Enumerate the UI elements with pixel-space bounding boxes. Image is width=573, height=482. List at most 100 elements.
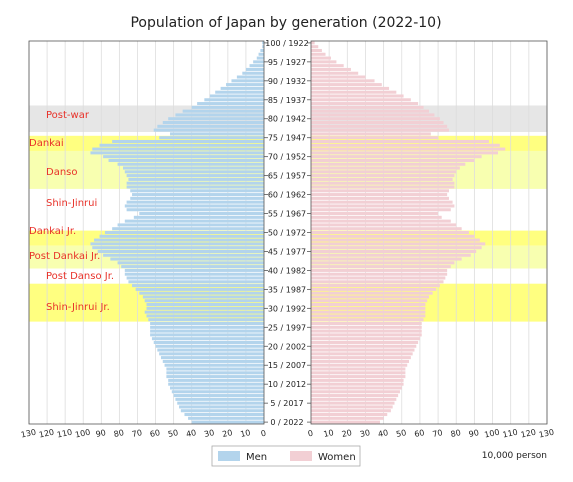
bar-women <box>311 196 449 200</box>
bar-women <box>311 287 437 291</box>
bar-men <box>258 52 264 56</box>
x-tick-label-right: 40 <box>377 428 389 439</box>
bar-women <box>311 257 462 261</box>
bar-women <box>311 212 439 216</box>
bar-women <box>311 193 448 197</box>
generation-label: Dankai <box>29 138 64 149</box>
x-tick-label-left: 20 <box>221 428 233 439</box>
bar-men <box>132 193 264 197</box>
x-tick-label-left: 0 <box>260 429 267 439</box>
bar-women <box>311 371 406 375</box>
bar-women <box>311 375 406 379</box>
bar-women <box>311 295 429 299</box>
x-tick-label-left: 130 <box>20 428 37 440</box>
bar-women <box>311 310 426 314</box>
chart-title: Population of Japan by generation (2022-… <box>130 15 441 31</box>
generation-label: Post-war <box>46 110 90 121</box>
bar-men <box>139 212 264 216</box>
bar-women <box>311 143 500 147</box>
bar-men <box>99 143 264 147</box>
bar-women <box>311 265 451 269</box>
bar-men <box>124 272 264 276</box>
bar-men <box>90 151 264 155</box>
x-tick-label-right: 110 <box>502 428 519 440</box>
bar-men <box>151 337 264 341</box>
bar-women <box>311 413 388 417</box>
age-year-label: 10 / 2012 <box>268 380 306 389</box>
bar-men <box>148 318 264 322</box>
x-tick-label-left: 110 <box>56 428 73 440</box>
bar-women <box>311 261 455 265</box>
bar-men <box>117 162 264 166</box>
bar-women <box>311 303 426 307</box>
bar-women <box>311 41 315 45</box>
bar-men <box>153 340 264 344</box>
x-tick-label-right: 130 <box>538 428 555 440</box>
bar-men <box>166 375 264 379</box>
age-year-label: 75 / 1947 <box>268 134 306 143</box>
x-tick-label-right: 30 <box>359 428 371 439</box>
age-year-label: 20 / 2002 <box>268 342 306 351</box>
bar-women <box>311 314 426 318</box>
bar-women <box>311 227 462 231</box>
bar-women <box>311 48 322 52</box>
bar-women <box>311 102 419 106</box>
bar-men <box>231 79 264 83</box>
x-tick-label-right: 70 <box>432 428 444 439</box>
bar-men <box>124 170 264 174</box>
age-year-label: 90 / 1932 <box>268 77 306 86</box>
bar-men <box>162 121 264 125</box>
bar-women <box>311 356 411 360</box>
bar-men <box>144 299 264 303</box>
bar-men <box>121 265 264 269</box>
bar-men <box>226 83 264 87</box>
bar-men <box>126 181 264 185</box>
bar-men <box>126 185 264 189</box>
age-year-label: 30 / 1992 <box>268 304 306 313</box>
bar-women <box>311 405 393 409</box>
bar-women <box>311 155 482 159</box>
bar-women <box>311 280 444 284</box>
bar-men <box>117 261 264 265</box>
bar-women <box>311 181 455 185</box>
age-year-label: 80 / 1942 <box>268 115 306 124</box>
bar-men <box>97 249 264 253</box>
generation-label: Post Dankai Jr. <box>29 251 100 262</box>
bar-men <box>90 242 264 246</box>
generation-label: Dankai Jr. <box>29 226 76 237</box>
bar-men <box>104 230 264 235</box>
bar-men <box>123 166 264 170</box>
bar-men <box>173 394 264 398</box>
generation-band-right <box>311 135 547 151</box>
bar-women <box>311 337 420 341</box>
bar-women <box>311 208 451 212</box>
bar-women <box>311 90 397 94</box>
bar-men <box>126 174 264 178</box>
generation-band-left <box>29 230 264 246</box>
bar-men <box>171 390 264 394</box>
bar-women <box>311 234 475 238</box>
x-tick-label-right: 50 <box>395 428 407 439</box>
bar-women <box>311 291 433 295</box>
age-year-label: 65 / 1957 <box>268 172 306 181</box>
age-year-label: 50 / 1972 <box>268 229 306 238</box>
bar-women <box>311 45 319 49</box>
bar-women <box>311 64 344 68</box>
bar-women <box>311 174 455 178</box>
bar-men <box>180 409 264 413</box>
bar-women <box>311 363 408 367</box>
bar-women <box>311 359 410 363</box>
bar-women <box>311 348 415 352</box>
bar-men <box>108 158 265 162</box>
bar-women <box>311 185 455 189</box>
x-tick-label-left: 60 <box>149 428 161 439</box>
bar-men <box>249 64 264 68</box>
bar-men <box>124 219 264 223</box>
bar-men <box>112 139 265 144</box>
bar-women <box>311 318 424 322</box>
bar-men <box>170 386 264 390</box>
bar-women <box>311 321 422 326</box>
bar-men <box>126 208 264 212</box>
age-year-label: 0 / 2022 <box>270 418 303 427</box>
legend-swatch-men <box>218 451 240 461</box>
